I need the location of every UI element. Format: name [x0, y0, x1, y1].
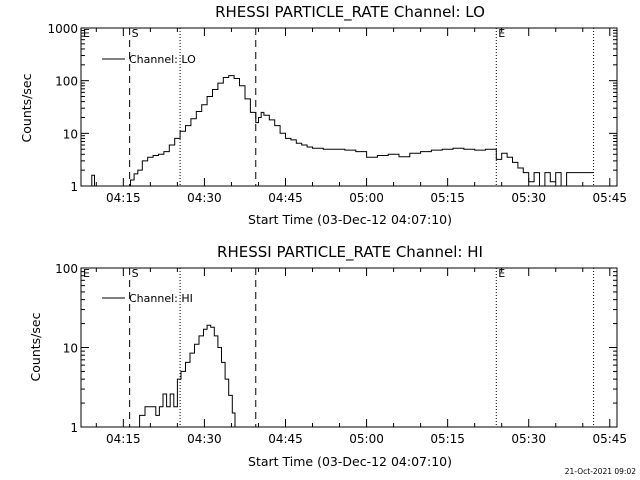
- x-tick-label: 04:45: [268, 432, 303, 446]
- x-tick-label: 05:15: [430, 432, 465, 446]
- chart-panel-hi: RHESSI PARTICLE_RATE Channel: HI Start T…: [28, 243, 627, 469]
- y-tick-label: 10: [63, 127, 78, 141]
- y-tick-label: 100: [55, 262, 78, 276]
- y-tick-label: 10: [63, 342, 78, 356]
- chart-panel-lo: RHESSI PARTICLE_RATE Channel: LO Start T…: [19, 3, 627, 227]
- x-tick-label: 05:00: [349, 191, 384, 205]
- x-tick-label: 04:30: [187, 432, 222, 446]
- plot-frame: [80, 27, 618, 187]
- event-marker-label: S: [132, 267, 139, 280]
- series-line: [89, 75, 594, 187]
- y-tick-label: 1: [70, 180, 78, 194]
- legend-label: Channel: LO: [129, 53, 196, 66]
- x-tick-label: 04:45: [268, 191, 303, 205]
- x-tick-label: 04:30: [187, 191, 222, 205]
- x-tick-label: 05:30: [511, 432, 546, 446]
- x-tick-label: 05:30: [511, 191, 546, 205]
- x-axis-label: Start Time (03-Dec-12 04:07:10): [248, 212, 452, 227]
- legend-label: Channel: HI: [129, 292, 193, 305]
- x-tick-label: 05:45: [592, 191, 627, 205]
- event-marker-label: S: [132, 27, 139, 40]
- chart-title: RHESSI PARTICLE_RATE Channel: HI: [217, 243, 483, 262]
- y-axis-label: Counts/sec: [28, 312, 43, 381]
- x-tick-label: 04:15: [106, 432, 141, 446]
- x-tick-label: 04:15: [106, 191, 141, 205]
- event-marker-label: E: [498, 27, 505, 40]
- y-tick-label: 100: [55, 75, 78, 89]
- y-axis-label: Counts/sec: [19, 73, 34, 142]
- x-tick-label: 05:00: [349, 432, 384, 446]
- legend: Channel: LO: [102, 53, 196, 66]
- chart-title: RHESSI PARTICLE_RATE Channel: LO: [215, 3, 485, 22]
- footer-timestamp: 21-Oct-2021 09:02: [565, 467, 636, 476]
- series-line: [136, 324, 236, 428]
- y-tick-label: 1: [70, 421, 78, 435]
- event-marker-label: E: [498, 267, 505, 280]
- x-tick-label: 05:15: [430, 191, 465, 205]
- x-axis-label: Start Time (03-Dec-12 04:07:10): [248, 454, 452, 469]
- y-tick-label: 1000: [47, 22, 78, 36]
- legend: Channel: HI: [102, 292, 193, 305]
- event-marker-label: E: [83, 267, 90, 280]
- event-marker-label: E: [83, 27, 90, 40]
- x-tick-label: 05:45: [592, 432, 627, 446]
